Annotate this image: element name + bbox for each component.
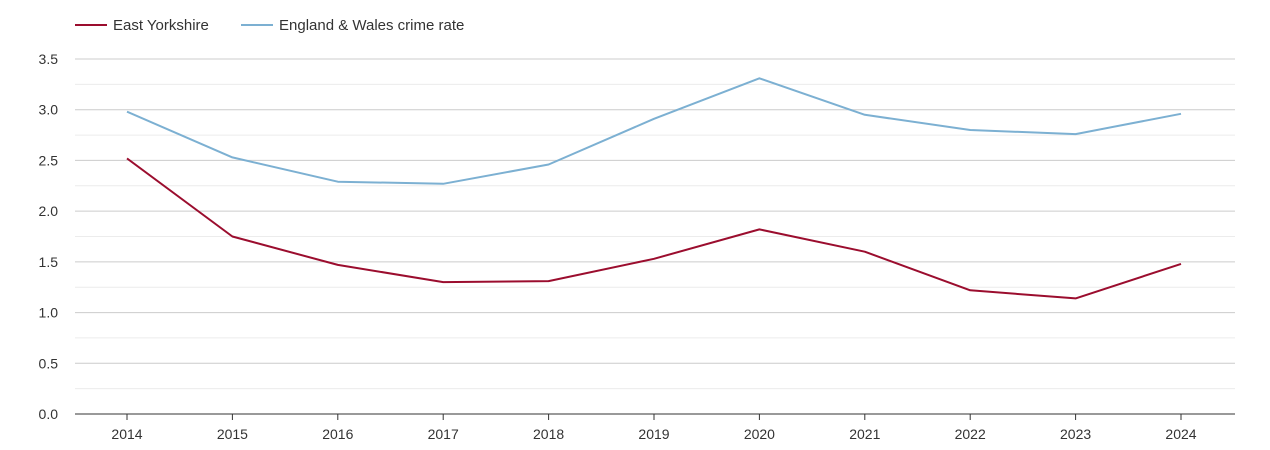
data-point <box>126 111 128 113</box>
x-tick-label: 2017 <box>428 426 459 442</box>
x-tick-label: 2020 <box>744 426 775 442</box>
x-tick-label: 2024 <box>1165 426 1196 442</box>
data-point <box>548 280 550 282</box>
data-point <box>1075 133 1077 135</box>
x-tick-label: 2022 <box>955 426 986 442</box>
data-point <box>337 181 339 183</box>
data-point <box>969 129 971 131</box>
data-point <box>758 77 760 79</box>
x-axis: 2014 2015 2016 2017 2018 2019 2020 2021 2022 2023… <box>75 413 1235 442</box>
y-tick-label: 3.0 <box>39 102 59 118</box>
data-point <box>442 281 444 283</box>
data-point <box>758 228 760 230</box>
data-point <box>1075 297 1077 299</box>
y-tick-label: 1.5 <box>39 254 59 270</box>
x-tick-label: 2014 <box>111 426 142 442</box>
data-point <box>653 118 655 120</box>
y-tick-label: 3.5 <box>39 51 59 67</box>
data-point <box>442 183 444 185</box>
legend-label: East Yorkshire <box>113 17 209 34</box>
y-tick-label: 0.5 <box>39 355 59 371</box>
y-tick-label: 2.5 <box>39 152 59 168</box>
data-point <box>1180 113 1182 115</box>
data-point <box>969 289 971 291</box>
y-axis: 0.0 0.5 1.0 1.5 2.0 2.5 3.0 3.5 <box>39 51 59 422</box>
legend: East Yorkshire England & Wales crime rate <box>75 17 464 34</box>
x-tick-label: 2021 <box>849 426 880 442</box>
series-line-east-yorkshire <box>126 157 1182 300</box>
data-point <box>653 258 655 260</box>
data-point <box>548 163 550 165</box>
data-point <box>1180 263 1182 265</box>
x-tick-label: 2018 <box>533 426 564 442</box>
data-point <box>337 264 339 266</box>
legend-label: England & Wales crime rate <box>279 17 464 34</box>
data-point <box>231 236 233 238</box>
y-tick-label: 0.0 <box>39 406 59 422</box>
x-tick-label: 2019 <box>638 426 669 442</box>
data-point <box>864 251 866 253</box>
x-tick-label: 2023 <box>1060 426 1091 442</box>
x-tick-label: 2015 <box>217 426 248 442</box>
series-line-england-wales <box>126 77 1182 185</box>
data-point <box>864 114 866 116</box>
data-point <box>231 156 233 158</box>
series-layer <box>126 77 1182 300</box>
y-tick-label: 1.0 <box>39 305 59 321</box>
y-tick-label: 2.0 <box>39 203 59 219</box>
x-tick-label: 2016 <box>322 426 353 442</box>
grid-lines <box>75 58 1235 390</box>
data-point <box>126 157 128 159</box>
